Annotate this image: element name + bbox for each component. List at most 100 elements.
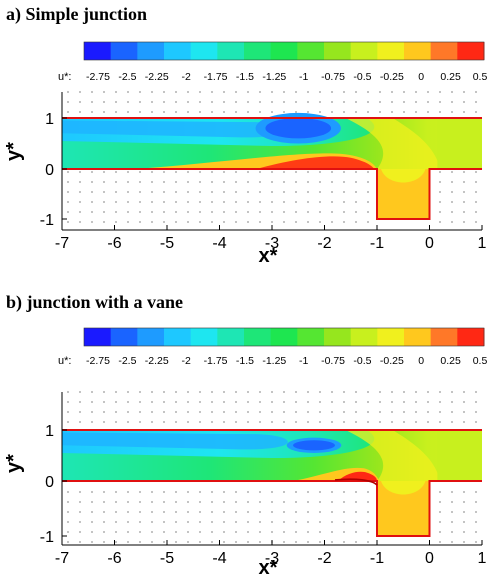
grid-dot [391, 391, 393, 393]
grid-dot [211, 111, 213, 113]
grid-dot [211, 171, 213, 173]
grid-dot [235, 521, 237, 523]
grid-dot [463, 171, 465, 173]
grid-dot [451, 391, 453, 393]
grid-dot [319, 411, 321, 413]
grid-dot [439, 421, 441, 423]
grid-dot [115, 421, 117, 423]
grid-dot [115, 541, 117, 543]
grid-dot [187, 491, 189, 493]
grid-dot [475, 491, 477, 493]
grid-dot [151, 191, 153, 193]
grid-dot [343, 211, 345, 213]
grid-dot [235, 221, 237, 223]
grid-dot [139, 201, 141, 203]
grid-dot [91, 191, 93, 193]
grid-dot [223, 201, 225, 203]
grid-dot [223, 501, 225, 503]
grid-dot [115, 111, 117, 113]
grid-dot [235, 501, 237, 503]
grid-dot [79, 531, 81, 533]
grid-dot [115, 511, 117, 513]
grid-dot [343, 531, 345, 533]
grid-dot [451, 201, 453, 203]
grid-dot [391, 111, 393, 113]
grid-dot [115, 171, 117, 173]
grid-dot [259, 491, 261, 493]
grid-dot [367, 541, 369, 543]
grid-dot [211, 221, 213, 223]
grid-dot [283, 201, 285, 203]
grid-dot [319, 491, 321, 493]
inner-velocity-band [62, 120, 288, 138]
grid-dot [307, 401, 309, 403]
grid-dot [103, 201, 105, 203]
high-velocity-core [256, 156, 375, 169]
grid-dot [259, 181, 261, 183]
grid-dot [307, 171, 309, 173]
grid-dot [295, 501, 297, 503]
grid-dot [283, 191, 285, 193]
grid-dot [163, 521, 165, 523]
grid-dot [451, 211, 453, 213]
grid-dot [199, 171, 201, 173]
grid-dot [139, 391, 141, 393]
grid-dot [355, 171, 357, 173]
colorbar-swatch [430, 328, 458, 346]
grid-dot [139, 181, 141, 183]
grid-dot [187, 101, 189, 103]
grid-dot [343, 171, 345, 173]
grid-dot [79, 181, 81, 183]
grid-dot [175, 111, 177, 113]
grid-dot [103, 91, 105, 93]
grid-dot [355, 111, 357, 113]
grid-dot [283, 521, 285, 523]
grid-dot [199, 201, 201, 203]
grid-dot [403, 401, 405, 403]
x-tick-label: 0 [425, 235, 434, 252]
grid-dot [463, 421, 465, 423]
grid-dot [295, 221, 297, 223]
grid-dot [187, 181, 189, 183]
grid-dot [103, 421, 105, 423]
grid-dot [91, 541, 93, 543]
grid-dot [259, 391, 261, 393]
grid-dot [115, 221, 117, 223]
grid-dot [211, 191, 213, 193]
grid-dot [199, 91, 201, 93]
grid-dot [103, 491, 105, 493]
y-tick-label: -1 [40, 529, 54, 546]
grid-dot [439, 491, 441, 493]
grid-dot [187, 531, 189, 533]
grid-dot [475, 391, 477, 393]
grid-dot [355, 501, 357, 503]
colorbar-tick: -2.5 [118, 355, 136, 367]
grid-dot [79, 401, 81, 403]
grid-dot [319, 211, 321, 213]
grid-dot [271, 521, 273, 523]
y-tick-label: 0 [45, 474, 54, 491]
grid-dot [439, 221, 441, 223]
grid-dot [331, 391, 333, 393]
grid-dot [211, 181, 213, 183]
grid-dot [67, 411, 69, 413]
colorbar-swatch [190, 42, 218, 60]
grid-dot [115, 211, 117, 213]
grid-dot [415, 111, 417, 113]
grid-dot [91, 501, 93, 503]
grid-dot [139, 111, 141, 113]
grid-dot [247, 491, 249, 493]
grid-dot [79, 101, 81, 103]
grid-dot [115, 501, 117, 503]
grid-dot [247, 221, 249, 223]
grid-dot [343, 111, 345, 113]
grid-dot [403, 111, 405, 113]
colorbar-tick: -1 [299, 71, 308, 83]
grid-dot [151, 501, 153, 503]
grid-dot [331, 501, 333, 503]
grid-dot [67, 101, 69, 103]
grid-dot [319, 541, 321, 543]
grid-dot [79, 421, 81, 423]
grid-dot [391, 421, 393, 423]
grid-dot [211, 521, 213, 523]
